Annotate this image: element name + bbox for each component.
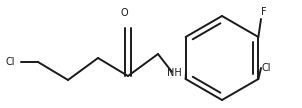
Text: F: F: [261, 7, 267, 17]
Text: O: O: [120, 8, 128, 18]
Text: NH: NH: [167, 68, 182, 78]
Text: Cl: Cl: [5, 57, 14, 67]
Text: Cl: Cl: [261, 63, 271, 73]
